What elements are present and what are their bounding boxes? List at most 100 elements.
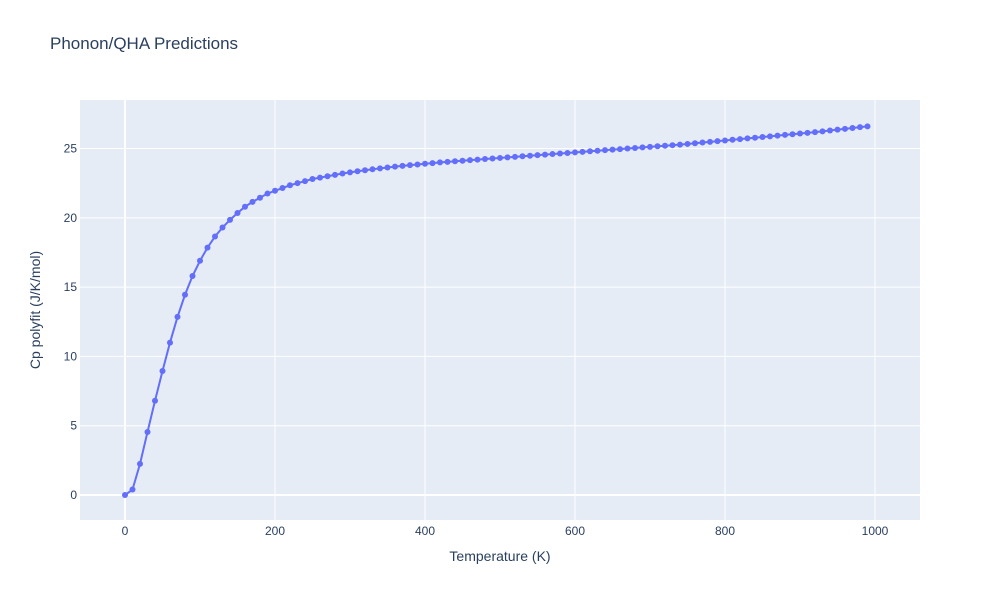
data-point <box>437 159 443 166</box>
data-point <box>354 168 361 175</box>
data-point <box>362 167 368 174</box>
data-point <box>182 291 188 298</box>
data-point <box>399 162 406 169</box>
data-point <box>204 244 211 251</box>
x-tick-label: 800 <box>715 524 735 538</box>
data-point <box>834 126 841 133</box>
data-point <box>324 173 331 180</box>
data-point <box>294 180 301 187</box>
data-point <box>669 142 676 149</box>
data-point <box>459 157 466 164</box>
data-point <box>707 138 713 145</box>
data-point <box>572 149 578 156</box>
data-point <box>257 194 263 201</box>
data-point <box>407 162 413 169</box>
data-point <box>654 143 661 150</box>
data-point <box>812 129 818 136</box>
x-tick-label: 1000 <box>862 524 889 538</box>
data-point <box>639 144 646 151</box>
data-point <box>737 136 743 143</box>
data-point <box>347 169 353 176</box>
data-point <box>587 148 593 155</box>
data-point <box>429 160 436 167</box>
data-point <box>219 224 226 231</box>
data-point <box>212 233 218 240</box>
data-point <box>489 155 496 162</box>
x-tick-label: 400 <box>415 524 435 538</box>
x-axis-label: Temperature (K) <box>449 548 550 564</box>
data-point <box>234 209 241 216</box>
data-point <box>774 132 781 139</box>
data-point <box>647 143 653 150</box>
data-point <box>557 150 563 157</box>
data-point <box>482 156 488 163</box>
data-point <box>864 123 871 130</box>
data-point <box>287 182 293 189</box>
tick-labels: 0 200 400 600 800 1000 0 5 10 15 20 25 <box>64 142 889 538</box>
data-point <box>377 165 383 172</box>
data-point <box>452 158 458 165</box>
data-point <box>512 153 518 160</box>
data-point <box>744 135 751 142</box>
data-point <box>549 151 556 158</box>
data-point <box>677 141 683 148</box>
data-point <box>632 144 638 151</box>
y-tick-label: 5 <box>70 419 77 433</box>
data-point <box>527 152 533 159</box>
data-points <box>122 123 871 499</box>
data-point <box>174 313 181 320</box>
data-point <box>594 147 601 154</box>
data-point <box>467 157 473 164</box>
data-point <box>729 136 736 143</box>
data-point <box>759 134 766 141</box>
data-point <box>564 149 571 156</box>
data-point <box>857 124 863 131</box>
x-tick-label: 0 <box>122 524 129 538</box>
x-tick-label: 600 <box>565 524 585 538</box>
data-point <box>722 137 728 144</box>
data-point <box>339 170 346 177</box>
data-point <box>137 460 143 467</box>
data-point <box>714 138 721 145</box>
y-tick-label: 10 <box>64 349 78 363</box>
data-point <box>384 164 391 171</box>
y-axis-label: Cp polyfit (J/K/mol) <box>27 251 43 369</box>
data-point <box>332 171 338 178</box>
data-point <box>309 176 316 183</box>
data-point <box>789 131 796 138</box>
data-point <box>504 154 511 161</box>
data-point <box>797 130 803 137</box>
y-tick-label: 25 <box>64 142 78 156</box>
data-point <box>819 128 826 135</box>
data-point <box>422 160 428 167</box>
series-line <box>124 125 868 496</box>
data-point <box>782 131 788 138</box>
data-point <box>767 133 773 140</box>
data-point <box>609 146 616 153</box>
data-point <box>197 257 203 264</box>
data-point <box>317 174 323 181</box>
y-tick-label: 0 <box>70 488 77 502</box>
data-point <box>167 339 173 346</box>
chart-title: Phonon/QHA Predictions <box>50 34 239 53</box>
data-point <box>444 158 451 165</box>
data-point <box>602 147 608 154</box>
data-point <box>579 148 586 155</box>
data-point <box>849 125 856 131</box>
data-point <box>144 428 151 435</box>
data-point <box>242 203 248 210</box>
data-point <box>369 166 376 173</box>
data-point <box>129 486 136 493</box>
plot-background <box>80 100 920 520</box>
data-point <box>414 161 421 168</box>
data-point <box>279 185 286 192</box>
data-point <box>624 145 631 152</box>
data-point <box>122 492 128 499</box>
data-point <box>804 129 811 136</box>
data-point <box>692 140 698 147</box>
grid-lines <box>80 100 920 520</box>
data-point <box>617 146 623 153</box>
data-point <box>249 198 256 205</box>
data-point <box>542 151 548 158</box>
